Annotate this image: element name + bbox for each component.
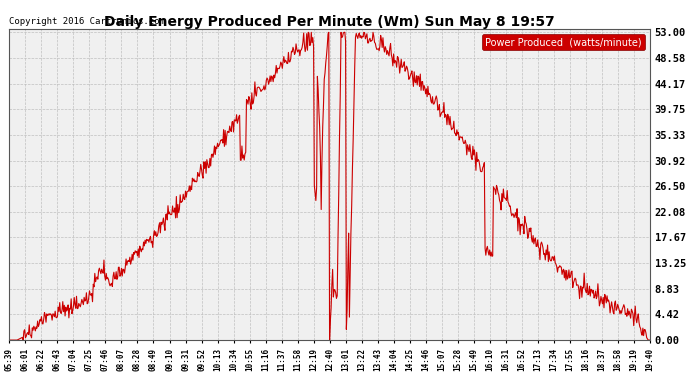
Text: Copyright 2016 Cartronics.com: Copyright 2016 Cartronics.com bbox=[9, 17, 165, 26]
Title: Daily Energy Produced Per Minute (Wm) Sun May 8 19:57: Daily Energy Produced Per Minute (Wm) Su… bbox=[104, 15, 555, 29]
Legend: Power Produced  (watts/minute): Power Produced (watts/minute) bbox=[482, 34, 645, 50]
